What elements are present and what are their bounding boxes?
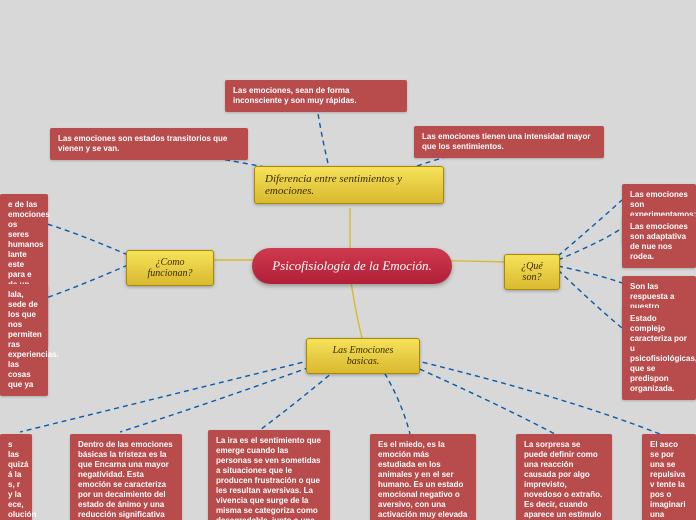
note-top-1: Las emociones, sean de forma inconscient… xyxy=(225,80,407,112)
note-right-2: Las emociones son adaptativa de nue nos … xyxy=(622,216,696,268)
title-que[interactable]: ¿Qué son? xyxy=(504,254,560,290)
note-bottom-5: La sorpresa se puede definir como una re… xyxy=(516,434,612,520)
note-bottom-4: Es el miedo, es la emoción más estudiada… xyxy=(370,434,476,520)
note-left-2: lala, sede de los que nos permiten ras e… xyxy=(0,284,48,396)
title-como[interactable]: ¿Como funcionan? xyxy=(126,250,214,286)
note-top-2: Las emociones son estados transitorios q… xyxy=(50,128,248,160)
title-diff[interactable]: Diferencia entre sentimientos y emocione… xyxy=(254,166,444,204)
center-node[interactable]: Psicofisiología de la Emoción. xyxy=(252,248,452,284)
note-bottom-6: El asco se por una se repulsiva v tente … xyxy=(642,434,696,520)
note-bottom-3: La ira es el sentimiento que emerge cuan… xyxy=(208,430,330,520)
note-bottom-2: Dentro de las emociones básicas la trist… xyxy=(70,434,182,520)
note-top-3: Las emociones tienen una intensidad mayo… xyxy=(414,126,604,158)
note-bottom-1: s las quizá á la s, r y la ece, olución … xyxy=(0,434,32,520)
title-basicas[interactable]: Las Emociones basicas. xyxy=(306,338,420,374)
note-right-4: Estado complejo caracteriza por u psicof… xyxy=(622,308,696,400)
